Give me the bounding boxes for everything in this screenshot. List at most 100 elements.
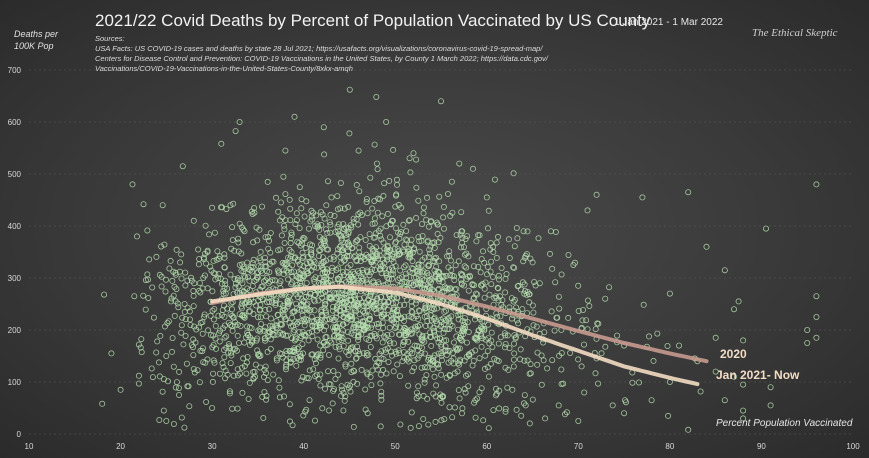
data-point [195, 287, 202, 294]
data-point [363, 196, 370, 203]
data-point [352, 324, 359, 331]
data-point [236, 370, 243, 377]
data-point [584, 207, 591, 214]
data-point [498, 264, 505, 271]
data-point [572, 259, 579, 266]
data-point [359, 308, 366, 315]
data-point [266, 328, 273, 335]
data-point [297, 280, 304, 287]
data-point [337, 307, 344, 314]
data-point [168, 348, 175, 355]
data-point [356, 244, 363, 251]
data-point [358, 254, 365, 261]
data-point [538, 381, 545, 388]
data-point [321, 237, 328, 244]
data-point [326, 291, 333, 298]
data-point [352, 238, 359, 245]
data-point [161, 323, 168, 330]
data-point [419, 257, 426, 264]
data-point [462, 372, 469, 379]
data-point [474, 395, 481, 402]
data-point [232, 284, 239, 291]
data-point [238, 364, 245, 371]
data-point [196, 280, 203, 287]
data-point [292, 318, 299, 325]
data-point [393, 191, 400, 198]
data-point [318, 221, 325, 228]
data-point [267, 315, 274, 322]
data-point [374, 209, 381, 216]
data-point [411, 357, 418, 364]
data-point [286, 246, 293, 253]
data-point [602, 343, 609, 350]
data-point [239, 312, 246, 319]
data-point [456, 160, 463, 167]
data-point [259, 295, 266, 302]
data-point [383, 272, 390, 279]
data-point [273, 295, 280, 302]
data-point [339, 321, 346, 328]
data-point [344, 381, 351, 388]
data-point [476, 389, 483, 396]
data-point [149, 374, 156, 381]
data-point [479, 248, 486, 255]
data-point [375, 279, 382, 286]
data-point [405, 338, 412, 345]
data-point [361, 309, 368, 316]
data-point [356, 311, 363, 318]
data-point [409, 368, 416, 375]
data-point [216, 253, 223, 260]
data-point [654, 330, 661, 337]
data-point [258, 267, 265, 274]
data-point [406, 328, 413, 335]
data-point [413, 156, 420, 163]
data-point [175, 391, 182, 398]
data-point [179, 163, 186, 170]
data-point [171, 312, 178, 319]
data-point [403, 227, 410, 234]
data-point [648, 397, 655, 404]
data-point [273, 355, 280, 362]
data-point [279, 259, 286, 266]
data-point [481, 259, 488, 266]
data-point [406, 217, 413, 224]
data-point [477, 269, 484, 276]
axis-ticks: 10 20 30 40 50 60 70 80 90 100 0 100 200 300 400 500 600… [8, 66, 861, 451]
data-point [337, 232, 344, 239]
data-point [493, 254, 500, 261]
data-point [476, 355, 483, 362]
y-axis-label-line2: 100K Pop [14, 41, 54, 51]
data-point [392, 203, 399, 210]
data-point [514, 235, 521, 242]
data-point [380, 333, 387, 340]
data-point [323, 202, 330, 209]
data-point [210, 316, 217, 323]
data-point [423, 332, 430, 339]
data-point [520, 228, 527, 235]
data-point [405, 313, 412, 320]
data-point [433, 382, 440, 389]
data-point [267, 345, 274, 352]
data-point [282, 191, 289, 198]
data-point [227, 321, 234, 328]
data-point [310, 276, 317, 283]
data-point [397, 302, 404, 309]
data-point [485, 335, 492, 342]
data-point [438, 399, 445, 406]
data-point [358, 331, 365, 338]
data-point [341, 291, 348, 298]
data-point [296, 261, 303, 268]
data-point [388, 317, 395, 324]
data-point [427, 218, 434, 225]
data-point [234, 332, 241, 339]
data-point [446, 318, 453, 325]
data-point [239, 389, 246, 396]
data-point [180, 341, 187, 348]
data-point [485, 425, 492, 432]
data-point [270, 371, 277, 378]
data-point [436, 258, 443, 265]
data-point [241, 339, 248, 346]
data-point [529, 396, 536, 403]
data-point [521, 357, 528, 364]
data-point [296, 290, 303, 297]
